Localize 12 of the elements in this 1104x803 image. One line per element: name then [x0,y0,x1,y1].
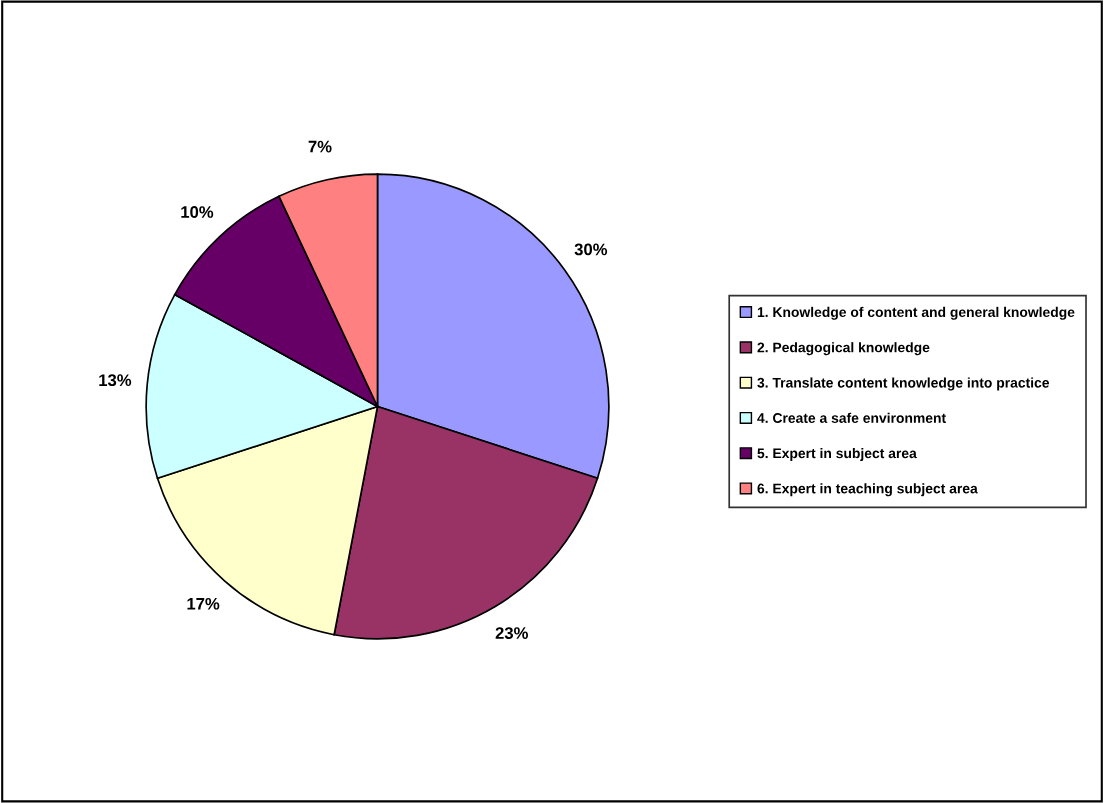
legend-label: 6. Expert in teaching subject area [757,483,978,497]
legend-label: 3. Translate content knowledge into practice [757,377,1050,391]
data-label: 13% [99,374,132,387]
legend-label: 5. Expert in subject area [757,447,917,461]
data-label: 23% [495,627,528,639]
legend-label: 2. Pedagogical knowledge [757,342,930,356]
legend-label: 1. Knowledge of content and general knowledge [757,306,1075,320]
data-label: 7% [308,140,332,153]
data-label: 17% [187,597,220,610]
data-label: 30% [574,243,608,256]
legend-label: 4. Create a safe environment [757,412,946,423]
data-label: 10% [181,206,214,218]
